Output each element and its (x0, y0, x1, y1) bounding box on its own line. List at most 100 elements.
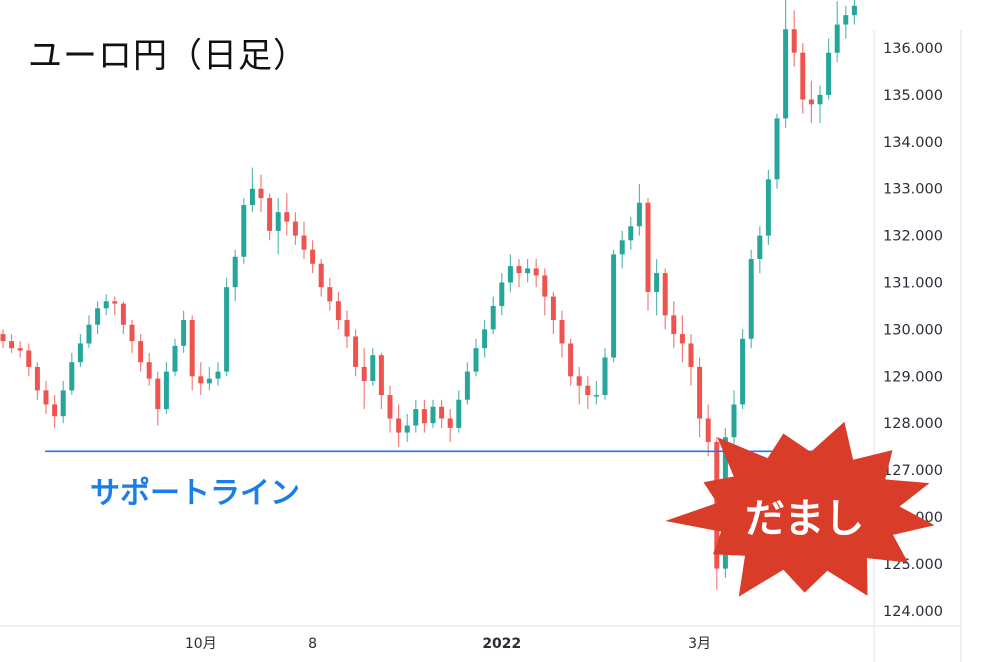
candle-body (163, 371, 169, 410)
candle-body (851, 5, 857, 16)
candle-body (636, 202, 642, 227)
candle (774, 113, 780, 189)
candle (370, 348, 376, 386)
candle-body (17, 348, 23, 351)
candle (843, 5, 849, 39)
candle (482, 320, 488, 358)
candle (731, 390, 737, 447)
candle (335, 291, 341, 330)
candle-body (224, 287, 230, 372)
candle (662, 268, 668, 330)
price-tick-label: 131.000 (883, 276, 943, 292)
candle (34, 362, 40, 400)
candle (17, 341, 23, 358)
candle-body (783, 29, 789, 119)
candle-body (774, 118, 780, 180)
candle-body (301, 235, 307, 250)
candle-body (129, 324, 135, 342)
candle (275, 198, 281, 255)
candle-body (215, 371, 221, 379)
candle-body (499, 282, 505, 306)
candle (525, 259, 531, 283)
price-tick-label: 127.000 (883, 463, 943, 479)
candle (129, 320, 135, 353)
candle-body (206, 378, 212, 384)
candle (163, 362, 169, 414)
candle-body (654, 273, 660, 292)
candle (146, 352, 152, 386)
candle (490, 296, 496, 335)
candle (241, 198, 247, 264)
candle-body (172, 345, 178, 372)
price-tick-label: 134.000 (883, 135, 943, 151)
candle-body (232, 256, 238, 288)
candle (593, 380, 599, 405)
candle (791, 10, 797, 67)
candle (628, 216, 634, 250)
candle-body (705, 418, 711, 442)
candle (396, 404, 402, 447)
candle (43, 380, 49, 414)
candle-body (430, 406, 436, 424)
candle (327, 277, 333, 311)
candle-body (456, 399, 462, 428)
candle-body (69, 362, 75, 391)
candle-body (155, 378, 161, 410)
candle-body (439, 406, 445, 419)
candle-body (189, 320, 195, 377)
candle (473, 338, 479, 377)
candle-body (740, 338, 746, 405)
candle-body (387, 395, 393, 419)
candle-body (138, 341, 144, 363)
candle-body (826, 52, 832, 95)
candle (9, 334, 15, 353)
candle-body (757, 235, 763, 260)
time-axis[interactable]: 10月 8 2022 3月 (185, 636, 711, 652)
candle (378, 352, 384, 410)
candle-body (292, 221, 298, 236)
candle-body (241, 205, 247, 257)
candle (120, 301, 126, 335)
candle-body (568, 343, 574, 377)
candle (585, 376, 591, 410)
fakeout-annotation: だまし (745, 496, 865, 542)
candle (292, 212, 298, 245)
candle-body (585, 385, 591, 396)
candle-body (318, 263, 324, 288)
candle-body (421, 409, 427, 424)
candle-body (34, 366, 40, 391)
candle (808, 80, 814, 124)
candle (95, 301, 101, 335)
candle-body (361, 366, 367, 381)
candle (559, 310, 565, 358)
candle-body (473, 348, 479, 372)
candle-body (181, 320, 187, 346)
candle-body (378, 355, 384, 396)
candle-body (335, 301, 341, 321)
candle-body (611, 254, 617, 358)
price-tick-label: 133.000 (883, 182, 943, 198)
candle-body (645, 202, 651, 292)
candle-body (800, 52, 806, 100)
candle (636, 184, 642, 236)
candle-body (86, 324, 92, 344)
candle-body (447, 418, 453, 428)
candle-body (77, 343, 83, 363)
candle (697, 357, 703, 438)
burst-shape (665, 421, 935, 597)
candle (387, 385, 393, 433)
candle-body (43, 390, 49, 405)
candle (447, 409, 453, 442)
candle-body (533, 268, 539, 276)
candle (310, 240, 316, 274)
chart-title: ユーロ円（日足） (28, 36, 308, 76)
candle (318, 259, 324, 297)
candle (430, 399, 436, 428)
candle (499, 273, 505, 316)
candle (568, 338, 574, 386)
time-tick-label: 8 (308, 636, 317, 652)
candle (533, 259, 539, 288)
candle-body (26, 350, 32, 367)
candle-body (275, 212, 281, 231)
candle (619, 230, 625, 269)
